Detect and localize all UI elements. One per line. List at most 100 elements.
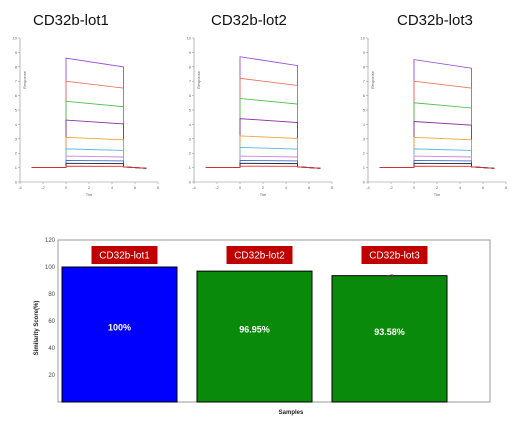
bar-value-label: 96.95% bbox=[239, 325, 270, 335]
category-tag-label: CD32b-lot2 bbox=[234, 251, 285, 262]
y-tick-label: 7 bbox=[15, 79, 18, 84]
sensorgram-panel-1: 0 1 2 3 4 5 6 7 8 9 10 -4 -2 0 2 4 6 8 Tim Response bbox=[8, 32, 168, 202]
sensorgram-curve bbox=[379, 165, 495, 169]
panel-1-title: CD32b-lot1 bbox=[33, 12, 109, 29]
y-tick-label: 7 bbox=[363, 79, 366, 84]
y-tick-label: 9 bbox=[189, 50, 192, 55]
y-tick-label: 1 bbox=[189, 165, 192, 170]
y-axis-label: Response bbox=[196, 70, 201, 89]
x-tick-label: 4 bbox=[285, 185, 288, 190]
x-tick-label: 8 bbox=[157, 185, 160, 190]
y-tick-label: 6 bbox=[363, 93, 366, 98]
sensorgram-3: 0 1 2 3 4 5 6 7 8 9 10 -4 -2 0 2 4 6 8 Tim Response bbox=[361, 36, 508, 198]
y-tick-label: 8 bbox=[363, 64, 366, 69]
y-tick-label: 3 bbox=[15, 136, 18, 141]
y-tick-label: 9 bbox=[363, 50, 366, 55]
sensorgram-curve bbox=[379, 121, 495, 169]
y-tick-label: 10 bbox=[187, 36, 192, 41]
x-tick-label: 2 bbox=[436, 185, 439, 190]
y-tick-label: 1 bbox=[15, 165, 18, 170]
x-tick-label: -4 bbox=[192, 185, 196, 190]
y-tick-label: 5 bbox=[363, 108, 366, 113]
y-tick-label: 1 bbox=[363, 165, 366, 170]
panel-2-title: CD32b-lot2 bbox=[211, 12, 287, 29]
category-tag bbox=[361, 246, 428, 264]
y-axis-label: Response bbox=[370, 70, 375, 89]
bar bbox=[196, 270, 313, 403]
x-tick-label: 4 bbox=[459, 185, 462, 190]
y-tick-label: 3 bbox=[189, 136, 192, 141]
bar bbox=[331, 275, 448, 403]
y-tick-label: 6 bbox=[189, 93, 192, 98]
bar-value-label: 93.58% bbox=[374, 327, 405, 337]
sensorgram-curve bbox=[205, 56, 321, 169]
sensorgram-curve bbox=[31, 119, 147, 169]
panel-3-title: CD32b-lot3 bbox=[397, 12, 473, 29]
y-tick-label: 80 bbox=[48, 292, 55, 298]
y-tick-label: 8 bbox=[15, 64, 18, 69]
sensorgram-curve bbox=[205, 97, 321, 169]
x-tick-label: 4 bbox=[111, 185, 114, 190]
similarity-bar-chart: Similarity Score(%) Samples 20 40 60 80 100 1… bbox=[34, 238, 491, 416]
x-tick-label: -2 bbox=[41, 185, 45, 190]
bar bbox=[61, 266, 178, 403]
x-tick-label: 6 bbox=[482, 185, 485, 190]
y-tick-label: 2 bbox=[363, 151, 366, 156]
y-tick-label: 9 bbox=[15, 50, 18, 55]
category-tag bbox=[226, 246, 293, 264]
x-tick-label: -2 bbox=[389, 185, 393, 190]
x-tick-label: 0 bbox=[65, 185, 68, 190]
x-tick-label: 0 bbox=[239, 185, 242, 190]
sensorgram-panel-3: 0 1 2 3 4 5 6 7 8 9 10 -4 -2 0 2 4 6 8 Tim Response bbox=[356, 32, 516, 202]
y-tick-label: 5 bbox=[189, 108, 192, 113]
y-tick-label: 2 bbox=[189, 151, 192, 156]
y-axis-label: Response bbox=[22, 70, 27, 89]
bar-annotation: ∆Z bbox=[386, 274, 394, 281]
sensorgram-curve bbox=[379, 102, 495, 169]
sensorgram-curve bbox=[31, 100, 147, 169]
category-tag bbox=[91, 246, 158, 264]
x-axis-label: Tim bbox=[86, 192, 93, 197]
x-axis-label: Tim bbox=[434, 192, 441, 197]
x-tick-label: 8 bbox=[331, 185, 334, 190]
y-tick-label: 4 bbox=[15, 122, 18, 127]
sensorgram-curve bbox=[205, 77, 321, 169]
sensorgram-curve bbox=[31, 80, 147, 169]
x-axis-label: Samples bbox=[279, 410, 304, 416]
y-tick-label: 100 bbox=[45, 265, 56, 271]
y-tick-label: 20 bbox=[48, 373, 55, 379]
x-tick-label: -4 bbox=[18, 185, 22, 190]
sensorgram-curve bbox=[31, 165, 147, 169]
sensorgram-curve bbox=[379, 59, 495, 169]
sensorgram-curve bbox=[205, 146, 321, 169]
x-tick-label: 8 bbox=[505, 185, 508, 190]
y-tick-label: 7 bbox=[189, 79, 192, 84]
x-tick-label: 2 bbox=[88, 185, 91, 190]
x-tick-label: 6 bbox=[308, 185, 311, 190]
y-tick-label: 40 bbox=[48, 346, 55, 352]
x-tick-label: 6 bbox=[134, 185, 137, 190]
y-tick-label: 10 bbox=[361, 36, 366, 41]
y-tick-label: 4 bbox=[363, 122, 366, 127]
x-tick-label: -4 bbox=[366, 185, 370, 190]
y-tick-label: 5 bbox=[15, 108, 18, 113]
y-tick-label: 0 bbox=[363, 180, 366, 185]
sensorgram-1: 0 1 2 3 4 5 6 7 8 9 10 -4 -2 0 2 4 6 8 Tim Response bbox=[13, 36, 160, 198]
sensorgram-2: 0 1 2 3 4 5 6 7 8 9 10 -4 -2 0 2 4 6 8 Tim Response bbox=[187, 36, 334, 198]
x-axis-label: Tim bbox=[260, 192, 267, 197]
y-tick-label: 8 bbox=[189, 64, 192, 69]
y-tick-label: 4 bbox=[189, 122, 192, 127]
sensorgram-curve bbox=[379, 80, 495, 169]
x-tick-label: -2 bbox=[215, 185, 219, 190]
bar-value-label: 100% bbox=[108, 323, 131, 333]
x-tick-label: 2 bbox=[262, 185, 265, 190]
sensorgram-curve bbox=[379, 148, 495, 169]
y-tick-label: 0 bbox=[15, 180, 18, 185]
y-tick-label: 10 bbox=[13, 36, 18, 41]
category-tag-label: CD32b-lot3 bbox=[369, 251, 420, 262]
y-tick-label: 60 bbox=[48, 319, 55, 325]
y-tick-label: 0 bbox=[189, 180, 192, 185]
y-tick-label: 2 bbox=[15, 151, 18, 156]
category-tag-label: CD32b-lot1 bbox=[99, 251, 150, 262]
y-tick-label: 6 bbox=[15, 93, 18, 98]
